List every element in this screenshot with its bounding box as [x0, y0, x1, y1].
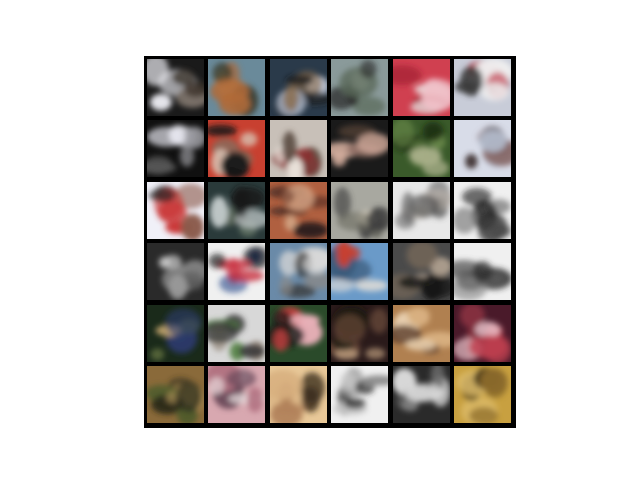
- grid-tile: [269, 366, 327, 423]
- tile-image: [269, 59, 327, 116]
- grid-tile: [454, 304, 511, 362]
- grid-tile: [269, 59, 327, 116]
- image-grid: [144, 56, 516, 428]
- tile-image: [392, 181, 450, 239]
- grid-tile: [392, 120, 450, 178]
- tile-image: [392, 59, 450, 116]
- tile-image: [454, 304, 511, 362]
- grid-tile: [331, 59, 389, 116]
- tile-image: [269, 366, 327, 423]
- tile-image: [392, 120, 450, 178]
- grid-tile: [208, 181, 266, 239]
- tile-image: [208, 59, 266, 116]
- tile-image: [331, 304, 389, 362]
- grid-tile: [208, 243, 266, 301]
- grid-tile: [331, 304, 389, 362]
- grid-tile: [331, 120, 389, 178]
- grid-tile: [147, 366, 204, 423]
- grid-tile: [269, 120, 327, 178]
- tile-image: [147, 120, 204, 178]
- tile-image: [269, 304, 327, 362]
- tile-image: [331, 181, 389, 239]
- tile-image: [208, 120, 266, 178]
- tile-image: [208, 243, 266, 301]
- grid-tile: [147, 181, 204, 239]
- grid-tile: [454, 181, 511, 239]
- tile-image: [147, 181, 204, 239]
- tile-image: [269, 243, 327, 301]
- tile-image: [331, 243, 389, 301]
- tile-image: [269, 120, 327, 178]
- grid-tile: [392, 304, 450, 362]
- tile-image: [454, 366, 511, 423]
- grid-tile: [208, 366, 266, 423]
- grid-tile: [147, 120, 204, 178]
- grid-tile: [269, 243, 327, 301]
- grid-tile: [454, 120, 511, 178]
- tile-image: [147, 59, 204, 116]
- grid-tile: [454, 366, 511, 423]
- tile-image: [147, 304, 204, 362]
- grid-tile: [392, 366, 450, 423]
- tile-image: [208, 366, 266, 423]
- grid-tile: [269, 304, 327, 362]
- tile-image: [208, 304, 266, 362]
- tile-image: [454, 59, 511, 116]
- grid-tile: [454, 59, 511, 116]
- tile-image: [331, 120, 389, 178]
- grid-tile: [392, 243, 450, 301]
- tile-image: [331, 366, 389, 423]
- grid-tile: [454, 243, 511, 301]
- grid-tile: [331, 181, 389, 239]
- grid-tile: [147, 59, 204, 116]
- grid-tile: [147, 243, 204, 301]
- grid-tile: [147, 304, 204, 362]
- tile-image: [454, 243, 511, 301]
- tile-image: [147, 243, 204, 301]
- tile-image: [454, 120, 511, 178]
- grid-tile: [392, 59, 450, 116]
- grid-tile: [269, 181, 327, 239]
- tile-image: [269, 181, 327, 239]
- tile-image: [392, 366, 450, 423]
- tile-image: [392, 243, 450, 301]
- tile-image: [392, 304, 450, 362]
- tile-image: [331, 59, 389, 116]
- tile-image: [147, 366, 204, 423]
- tile-image: [208, 181, 266, 239]
- grid-tile: [208, 304, 266, 362]
- tile-image: [454, 181, 511, 239]
- grid-tile: [331, 366, 389, 423]
- grid-tile: [208, 59, 266, 116]
- grid-tile: [392, 181, 450, 239]
- grid-tile: [331, 243, 389, 301]
- grid-tile: [208, 120, 266, 178]
